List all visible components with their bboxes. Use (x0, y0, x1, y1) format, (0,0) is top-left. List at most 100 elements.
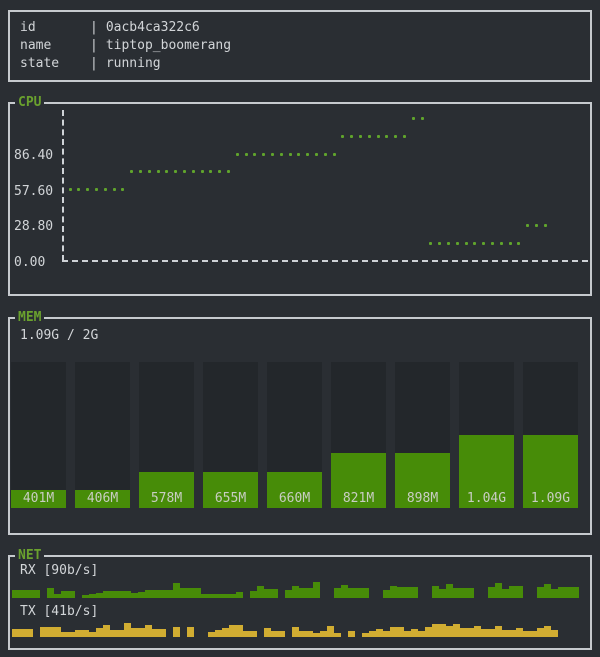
net-rx-bar (572, 587, 579, 598)
net-tx-bar (117, 630, 124, 637)
net-rx-bar (236, 592, 243, 598)
net-rx-bar (306, 588, 313, 598)
mem-bar: 660M (267, 471, 322, 508)
net-panel: NET RX [90b/s] TX [41b/s] (8, 548, 592, 650)
net-rx-bar (187, 588, 194, 598)
info-key: name (20, 38, 52, 53)
mem-bar-track: 406M (75, 362, 130, 508)
net-tx-bar (369, 631, 376, 637)
net-tx-bar (411, 629, 418, 637)
mem-bar-value-label: 406M (86, 491, 119, 506)
cpu-panel-title: CPU (15, 95, 45, 111)
mem-bar-track: 1.04G (459, 362, 514, 508)
mem-bar: 821M (331, 453, 386, 508)
net-tx-bar (222, 628, 229, 637)
cpu-y-axis-tick: 0.00 (14, 255, 46, 270)
net-rx-bar (537, 587, 544, 598)
net-tx-bar (40, 627, 47, 637)
cpu-data-point (103, 188, 107, 192)
info-separator: | (90, 20, 98, 35)
net-rx-bar (201, 594, 208, 598)
info-separator: | (90, 38, 98, 53)
info-value-name: tiptop_boomerang (105, 38, 232, 53)
cpu-data-point (376, 134, 380, 138)
info-separator: | (90, 56, 98, 71)
cpu-data-point (306, 152, 310, 156)
cpu-y-axis-tick: 57.60 (14, 183, 54, 199)
net-rx-bar (145, 590, 152, 598)
net-rx-bar (33, 590, 40, 598)
net-rx-bar (453, 588, 460, 598)
net-rx-sparkline (12, 578, 588, 598)
cpu-data-point (244, 152, 248, 156)
mem-bar: 655M (203, 471, 258, 508)
net-rx-bar (26, 590, 33, 598)
cpu-data-point (332, 152, 336, 156)
net-rx-bar (439, 589, 446, 598)
net-tx-bar (173, 627, 180, 637)
net-tx-bar (544, 626, 551, 637)
mem-bar-value-label: 1.04G (466, 491, 507, 506)
net-rx-bar (292, 586, 299, 598)
cpu-data-point (270, 152, 274, 156)
mem-bar: 401M (11, 489, 66, 508)
net-rx-bar (271, 589, 278, 598)
net-rx-bar (334, 588, 341, 598)
net-rx-bar (82, 595, 89, 598)
cpu-data-point (517, 241, 521, 245)
net-rx-bar (159, 590, 166, 598)
net-tx-bar (425, 627, 432, 637)
net-tx-bar (292, 627, 299, 637)
cpu-data-point (253, 152, 257, 156)
cpu-data-point (147, 170, 151, 174)
cpu-data-point (367, 134, 371, 138)
net-rx-bar (166, 590, 173, 598)
container-info-rows: id | 0acb4ca322c6 name | tiptop_boomeran… (10, 12, 590, 73)
net-rx-bar (194, 588, 201, 598)
net-tx-bar (138, 628, 145, 637)
mem-bar: 898M (395, 453, 450, 508)
net-tx-bar (439, 624, 446, 637)
net-rx-bar (285, 590, 292, 598)
cpu-y-axis-tick: 86.40 (14, 148, 54, 164)
net-tx-bar (208, 632, 215, 637)
net-tx-bar (278, 631, 285, 637)
net-rx-bar (250, 591, 257, 598)
mem-bar-value-label: 898M (406, 491, 439, 506)
net-tx-bar (551, 630, 558, 637)
cpu-data-point (341, 134, 345, 138)
net-rx-bar (264, 589, 271, 598)
net-tx-bar (327, 626, 334, 637)
cpu-data-point (226, 170, 230, 174)
net-tx-bar (313, 633, 320, 637)
net-rx-bar (215, 594, 222, 598)
net-rx-bar (551, 589, 558, 598)
net-tx-bar (509, 630, 516, 637)
net-tx-bar (376, 629, 383, 637)
cpu-data-point (130, 170, 134, 174)
mem-bar-track: 1.09G (523, 362, 578, 508)
net-tx-bar (131, 628, 138, 637)
net-tx-bar (467, 628, 474, 637)
cpu-data-point (112, 188, 116, 192)
cpu-data-point (446, 241, 450, 245)
net-tx-bar (460, 628, 467, 637)
net-tx-bar (159, 629, 166, 637)
net-rx-bar (96, 593, 103, 598)
net-rx-bar (544, 584, 551, 598)
net-rx-bar (446, 584, 453, 598)
mem-bar: 406M (75, 489, 130, 508)
net-rx-bar (103, 591, 110, 598)
net-rx-bar (47, 588, 54, 598)
net-tx-bar (264, 628, 271, 637)
cpu-data-point (490, 241, 494, 245)
net-rx-bar (355, 588, 362, 598)
net-tx-bar (110, 630, 117, 637)
cpu-data-point (86, 188, 90, 192)
net-tx-bar (488, 629, 495, 637)
net-tx-bar (537, 628, 544, 637)
cpu-data-point (182, 170, 186, 174)
cpu-data-point (262, 152, 266, 156)
cpu-data-point (473, 241, 477, 245)
net-rx-bar (348, 588, 355, 598)
